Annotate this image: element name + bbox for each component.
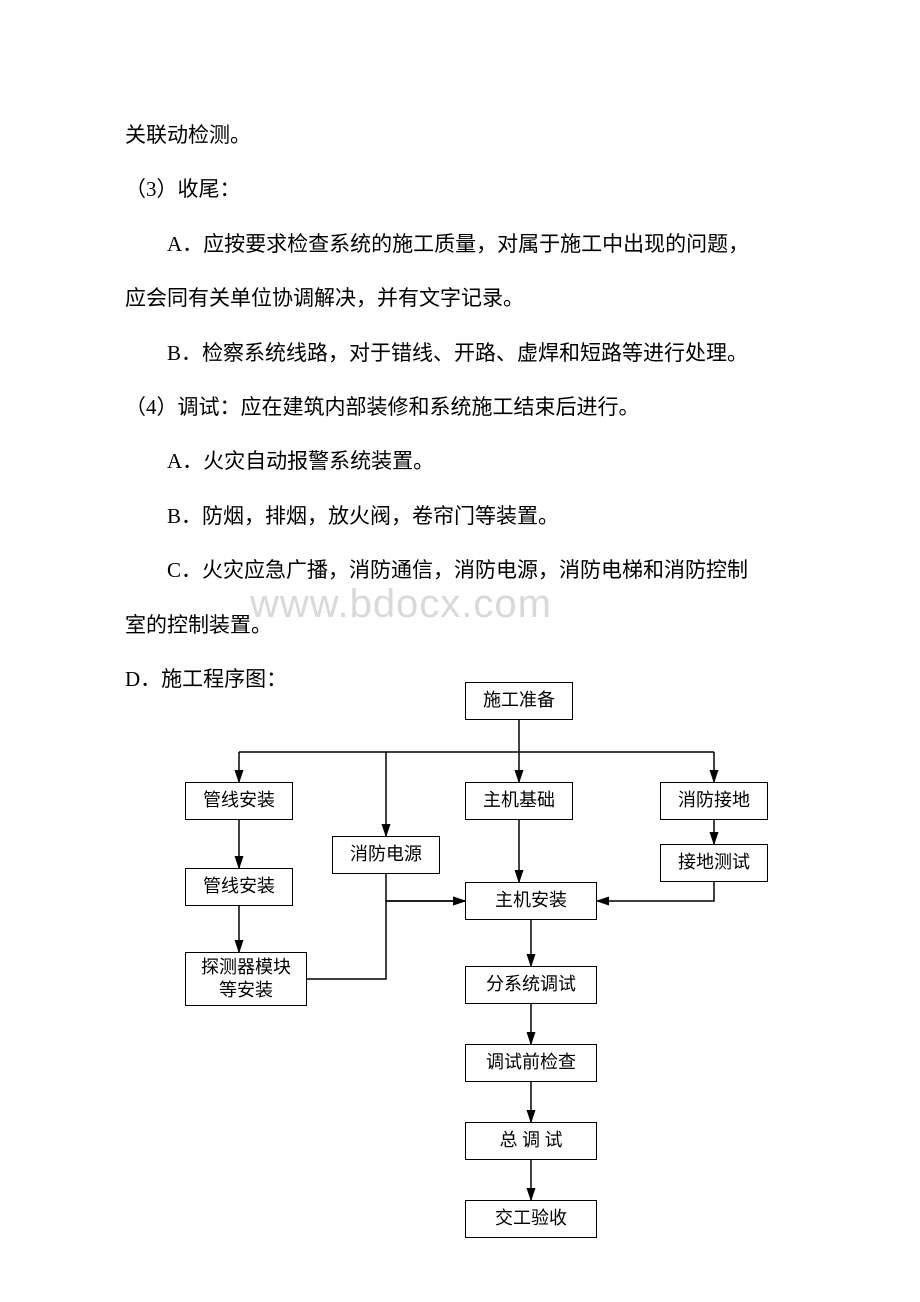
- flow-node: 总 调 试: [465, 1122, 597, 1160]
- document-page: www.bdocx.com 关联动检测。 （3）收尾： A．应按要求检查系统的施…: [0, 0, 920, 1302]
- flow-node: 分系统调试: [465, 966, 597, 1004]
- flowchart: 施工准备管线安装主机基础消防接地消防电源管线安装接地测试主机安装探测器模块等安装…: [0, 0, 920, 1302]
- flow-node: 管线安装: [185, 782, 293, 820]
- flow-node: 施工准备: [465, 682, 573, 720]
- flow-node: 消防电源: [332, 836, 440, 874]
- flow-node: 管线安装: [185, 868, 293, 906]
- flow-node: 探测器模块等安装: [185, 952, 307, 1006]
- flow-node: 接地测试: [660, 844, 768, 882]
- flow-node: 交工验收: [465, 1200, 597, 1238]
- flow-node: 主机基础: [465, 782, 573, 820]
- flowchart-arrows: [0, 0, 920, 1302]
- flow-node: 调试前检查: [465, 1044, 597, 1082]
- flow-node: 消防接地: [660, 782, 768, 820]
- flow-node: 主机安装: [465, 882, 597, 920]
